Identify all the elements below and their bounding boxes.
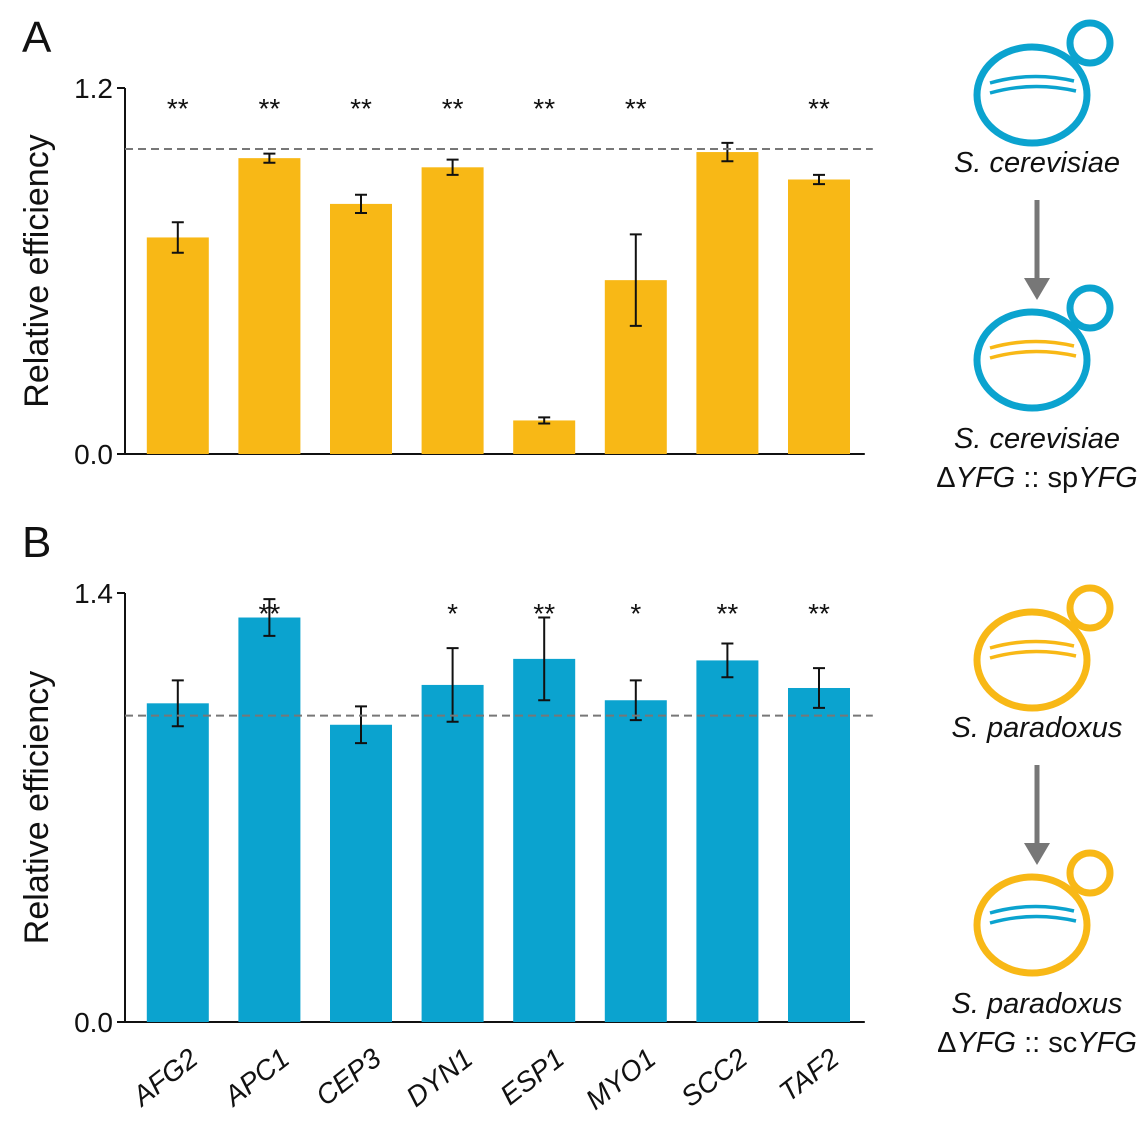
genotype-part: Δ bbox=[937, 1027, 956, 1059]
bar bbox=[330, 204, 392, 454]
x-tick-label: DYN1 bbox=[400, 1042, 478, 1112]
significance: ** bbox=[533, 598, 555, 629]
yeast-bud bbox=[1070, 23, 1110, 63]
yeast-cell bbox=[977, 877, 1087, 973]
x-tick-label: CEP3 bbox=[310, 1042, 387, 1112]
genotype-part: YFG bbox=[1077, 1027, 1137, 1059]
y-tick-label: 1.4 bbox=[74, 578, 113, 609]
genotype-part: :: sp bbox=[1015, 462, 1078, 494]
significance: ** bbox=[808, 93, 830, 124]
panel-label: B bbox=[22, 518, 51, 567]
genotype-part: YFG bbox=[956, 462, 1016, 494]
significance: * bbox=[447, 598, 458, 629]
x-tick-label: TAF2 bbox=[773, 1042, 845, 1108]
genotype-part: YFG bbox=[956, 1027, 1016, 1059]
yeast-cell bbox=[977, 312, 1087, 408]
bar bbox=[238, 618, 300, 1022]
bar bbox=[788, 688, 850, 1022]
significance: ** bbox=[533, 93, 555, 124]
panel-label: A bbox=[22, 13, 52, 62]
species-label: S. paradoxus bbox=[952, 712, 1123, 744]
species-label: S. cerevisiae bbox=[954, 423, 1120, 455]
significance: ** bbox=[717, 598, 739, 629]
significance: ** bbox=[259, 93, 281, 124]
yeast-bud bbox=[1070, 588, 1110, 628]
genotype-label: ΔYFG :: spYFG bbox=[936, 462, 1137, 494]
genotype-part: YFG bbox=[1078, 462, 1138, 494]
bar bbox=[513, 420, 575, 454]
yeast-bud bbox=[1070, 288, 1110, 328]
genotype-part: Δ bbox=[936, 462, 955, 494]
significance: ** bbox=[625, 93, 647, 124]
x-tick-label: AFG2 bbox=[125, 1042, 204, 1113]
bar bbox=[330, 725, 392, 1022]
arrow-head bbox=[1024, 843, 1050, 865]
x-tick-label: ESP1 bbox=[494, 1042, 570, 1111]
yeast-bud bbox=[1070, 853, 1110, 893]
species-label: S. paradoxus bbox=[952, 988, 1123, 1020]
genotype-part: :: sc bbox=[1016, 1027, 1077, 1059]
bar bbox=[422, 685, 484, 1022]
x-tick-label: APC1 bbox=[217, 1042, 295, 1113]
x-tick-label: MYO1 bbox=[580, 1042, 662, 1115]
y-axis-label: Relative efficiency bbox=[18, 134, 56, 407]
arrow-head bbox=[1024, 278, 1050, 300]
bar bbox=[513, 659, 575, 1022]
bar bbox=[696, 152, 758, 454]
y-axis-label: Relative efficiency bbox=[18, 671, 56, 944]
yeast-cell bbox=[977, 612, 1087, 708]
significance: ** bbox=[259, 598, 281, 629]
significance: * bbox=[630, 598, 641, 629]
y-tick-label: 1.2 bbox=[74, 73, 113, 104]
significance: ** bbox=[350, 93, 372, 124]
species-label: S. cerevisiae bbox=[954, 147, 1120, 179]
bar bbox=[788, 180, 850, 455]
genotype-label: ΔYFG :: scYFG bbox=[937, 1027, 1137, 1059]
x-tick-label: SCC2 bbox=[675, 1042, 753, 1113]
significance: ** bbox=[808, 598, 830, 629]
y-tick-label: 0.0 bbox=[74, 1007, 113, 1038]
bar bbox=[147, 237, 209, 454]
bar bbox=[422, 167, 484, 454]
figure: ARelative efficiency0.01.2**************… bbox=[0, 0, 1147, 1117]
yeast-cell bbox=[977, 47, 1087, 143]
bar bbox=[605, 700, 667, 1022]
y-tick-label: 0.0 bbox=[74, 439, 113, 470]
significance: ** bbox=[167, 93, 189, 124]
bar bbox=[238, 158, 300, 454]
significance: ** bbox=[442, 93, 464, 124]
bar bbox=[147, 703, 209, 1022]
